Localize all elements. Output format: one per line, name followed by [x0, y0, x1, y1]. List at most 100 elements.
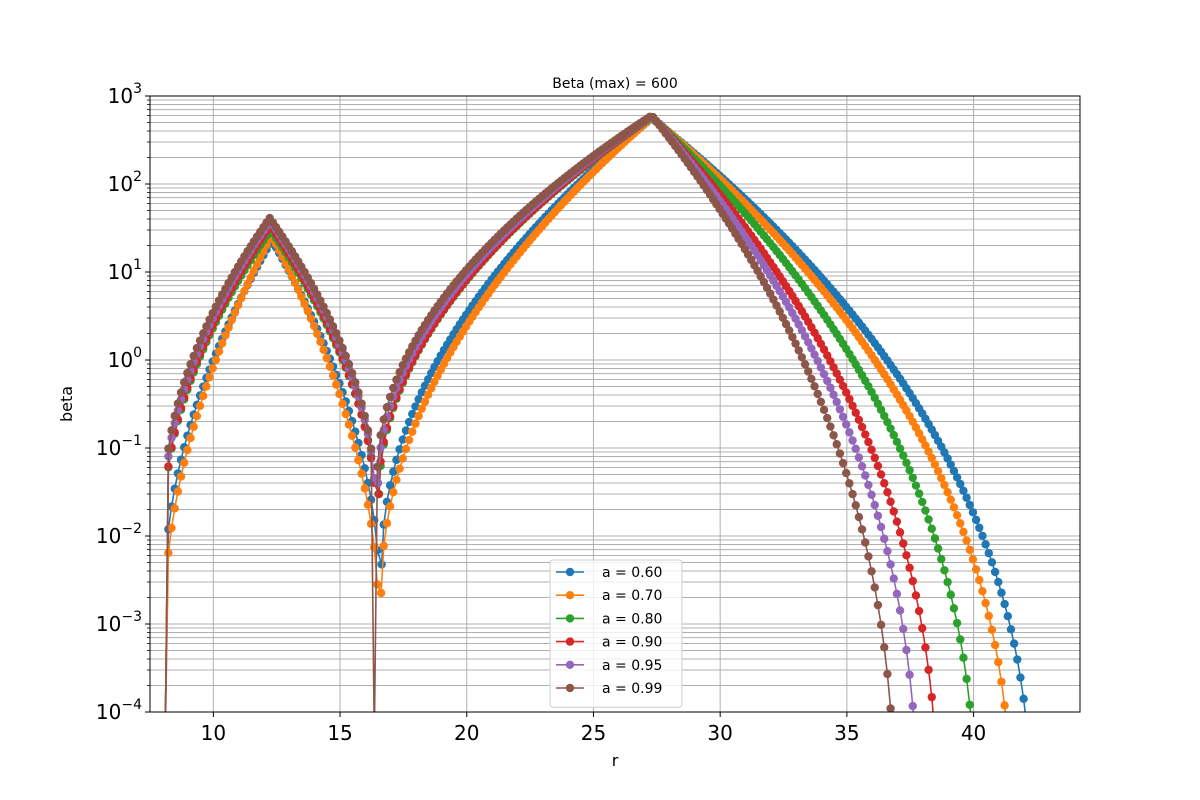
data-point — [385, 392, 395, 402]
data-point — [905, 465, 914, 475]
data-point — [924, 447, 933, 456]
data-point — [943, 577, 952, 587]
data-point — [309, 321, 319, 331]
y-tick-label: 101 — [108, 257, 142, 284]
data-point — [921, 506, 930, 515]
data-point — [943, 488, 952, 497]
data-point — [997, 677, 1006, 686]
data-point — [183, 368, 192, 378]
data-point — [889, 507, 898, 516]
data-point — [971, 565, 981, 574]
data-point — [395, 367, 404, 377]
y-axis-label: beta — [57, 386, 76, 422]
data-point — [377, 560, 386, 569]
data-point — [335, 389, 344, 399]
legend-label: a = 0.99 — [602, 681, 662, 697]
data-point — [414, 395, 423, 404]
data-point — [914, 606, 924, 616]
data-point — [284, 265, 293, 274]
data-point — [921, 441, 930, 450]
data-point — [1000, 599, 1009, 609]
data-point — [1007, 734, 1015, 742]
data-point — [382, 519, 392, 528]
data-point — [423, 390, 433, 400]
data-point — [816, 397, 826, 406]
data-point — [287, 272, 297, 281]
data-point — [366, 444, 376, 453]
data-point — [930, 460, 940, 469]
data-point — [300, 299, 309, 309]
data-point — [227, 315, 236, 325]
data-point — [838, 381, 848, 391]
y-tick-base: 10 — [108, 348, 133, 372]
data-point — [423, 375, 433, 384]
data-point — [408, 409, 417, 419]
data-point — [316, 337, 325, 346]
data-point — [1026, 734, 1034, 742]
data-point — [366, 519, 376, 528]
legend-label: a = 0.60 — [602, 565, 662, 581]
data-point — [192, 343, 202, 353]
data-point — [167, 523, 176, 533]
data-point — [873, 511, 883, 520]
data-point — [401, 444, 411, 454]
y-tick-label: 10−4 — [96, 697, 142, 724]
data-point — [237, 293, 246, 303]
series-group — [161, 112, 1034, 742]
data-point — [161, 734, 169, 742]
y-tick-base: 10 — [108, 84, 133, 108]
data-point — [968, 555, 978, 564]
data-point — [848, 436, 857, 445]
data-point — [880, 643, 889, 652]
data-point — [867, 567, 876, 576]
data-point — [990, 567, 1000, 577]
data-point — [924, 515, 933, 524]
data-point — [797, 353, 807, 362]
data-point — [946, 495, 955, 504]
x-tick-label: 20 — [454, 721, 479, 745]
data-point — [161, 734, 169, 742]
x-tick-label: 40 — [961, 721, 986, 745]
data-point — [376, 443, 385, 452]
data-point — [895, 606, 905, 615]
data-point — [788, 332, 797, 342]
data-point — [902, 645, 911, 655]
data-point — [392, 375, 401, 384]
y-tick-label: 10−3 — [96, 609, 142, 636]
data-point — [965, 700, 974, 709]
data-point — [328, 371, 338, 380]
data-point — [952, 618, 962, 628]
data-point — [370, 734, 378, 742]
data-point — [810, 350, 819, 359]
data-point — [240, 286, 249, 296]
y-tick-exponent: −2 — [121, 521, 142, 537]
data-point — [256, 253, 265, 263]
data-point — [221, 331, 230, 340]
data-point — [880, 411, 889, 421]
legend-marker — [565, 660, 575, 669]
data-point — [170, 504, 179, 513]
y-tick-base: 10 — [96, 436, 121, 460]
data-point — [915, 734, 923, 742]
data-point — [360, 484, 369, 493]
data-point — [189, 351, 198, 361]
data-point — [791, 339, 800, 348]
data-point — [899, 451, 908, 460]
data-point — [867, 490, 876, 500]
data-point — [303, 306, 312, 316]
data-point — [398, 435, 407, 444]
data-point — [195, 336, 205, 345]
data-point — [233, 301, 243, 310]
data-point — [937, 473, 946, 483]
data-point — [857, 422, 867, 432]
data-point — [252, 260, 262, 269]
y-tick-label: 10−2 — [96, 521, 142, 548]
data-point — [319, 345, 328, 355]
legend-marker — [565, 567, 575, 577]
data-point — [173, 399, 183, 408]
x-tick-label: 15 — [327, 721, 352, 745]
data-point — [870, 500, 879, 510]
y-tick-base: 10 — [108, 260, 133, 284]
data-point — [933, 544, 943, 553]
